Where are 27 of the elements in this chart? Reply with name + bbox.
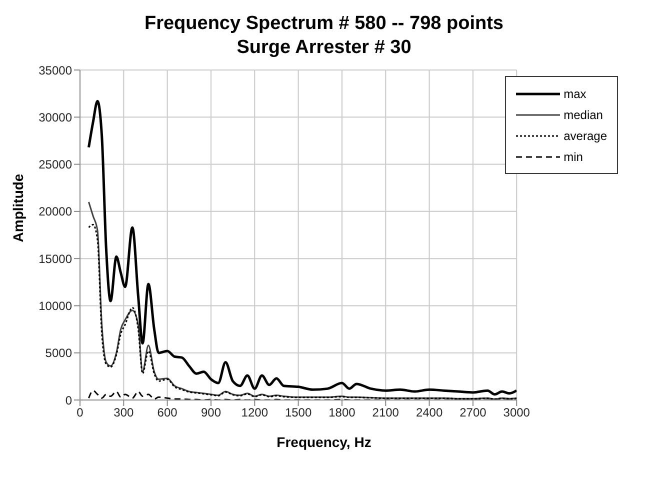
y-axis-title: Amplitude	[10, 174, 26, 242]
x-tick-label: 3000	[503, 406, 530, 420]
x-tick-label: 900	[200, 406, 222, 420]
x-tick-label: 1200	[241, 406, 268, 420]
y-tick-label: 0	[65, 393, 72, 408]
legend-label: max	[564, 86, 586, 100]
legend-label: min	[564, 150, 583, 164]
y-tick-label: 15000	[38, 252, 72, 266]
y-tick-label: 5000	[45, 346, 72, 360]
x-axis-title: Frequency, Hz	[276, 434, 372, 450]
legend-label: median	[564, 108, 603, 122]
y-tick-label: 25000	[38, 158, 72, 172]
chart-subtitle: Surge Arrester # 30	[236, 36, 412, 60]
x-tick-label: 1500	[284, 406, 312, 420]
chart-title: Frequency Spectrum # 580 -- 798 points	[143, 12, 504, 36]
legend-label: average	[564, 128, 607, 142]
x-tick-label: 2400	[416, 406, 443, 420]
y-tick-label: 30000	[38, 110, 72, 124]
y-tick-label: 20000	[38, 204, 72, 219]
y-tick-label: 35000	[38, 63, 72, 78]
x-tick-label: 2700	[460, 406, 487, 420]
x-tick-label: 300	[114, 406, 134, 420]
x-tick-label: 1800	[328, 406, 356, 420]
y-tick-label: 10000	[38, 298, 72, 313]
x-tick-label: 0	[76, 406, 84, 420]
x-tick-label: 600	[157, 406, 178, 420]
x-tick-label: 2100	[372, 406, 400, 420]
